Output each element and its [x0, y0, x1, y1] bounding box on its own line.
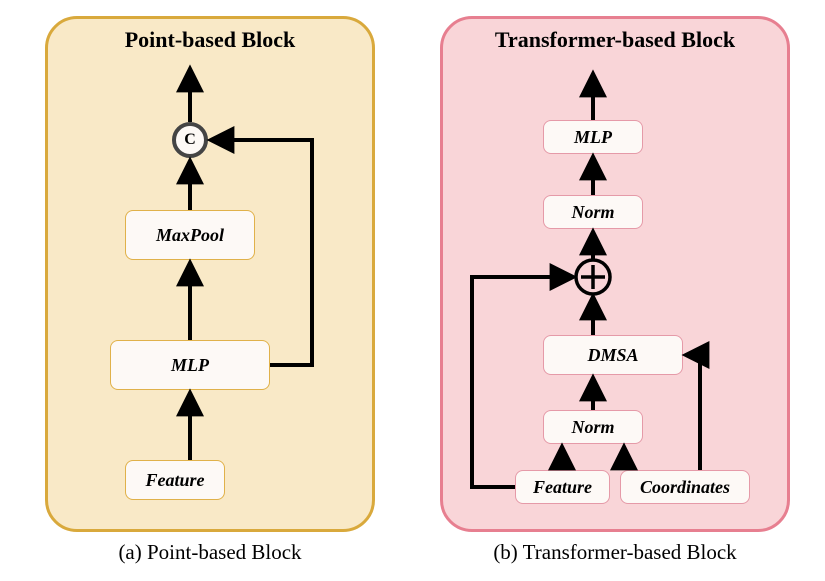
node-norm2: Norm	[543, 195, 643, 229]
node-mlp-a-label: MLP	[171, 355, 209, 376]
node-dmsa: DMSA	[543, 335, 683, 375]
node-mlp-b: MLP	[543, 120, 643, 154]
caption-a: (a) Point-based Block	[45, 540, 375, 565]
panel-point-based: Point-based Block	[45, 16, 375, 532]
caption-b: (b) Transformer-based Block	[440, 540, 790, 565]
concat-icon: C	[172, 122, 208, 158]
panel-b-title: Transformer-based Block	[443, 27, 787, 53]
node-mlp-b-label: MLP	[574, 127, 612, 148]
node-norm1: Norm	[543, 410, 643, 444]
panel-transformer-based: Transformer-based Block	[440, 16, 790, 532]
node-feature-a-label: Feature	[145, 470, 204, 491]
node-feature-a: Feature	[125, 460, 225, 500]
node-mlp-a: MLP	[110, 340, 270, 390]
node-norm2-label: Norm	[571, 202, 614, 223]
panel-a-title: Point-based Block	[48, 27, 372, 53]
node-coordinates-label: Coordinates	[640, 477, 730, 498]
node-feature-b: Feature	[515, 470, 610, 504]
node-feature-b-label: Feature	[533, 477, 592, 498]
node-coordinates: Coordinates	[620, 470, 750, 504]
node-maxpool-label: MaxPool	[156, 225, 224, 246]
node-norm1-label: Norm	[571, 417, 614, 438]
node-maxpool: MaxPool	[125, 210, 255, 260]
node-dmsa-label: DMSA	[587, 345, 638, 366]
concat-label: C	[184, 131, 196, 149]
